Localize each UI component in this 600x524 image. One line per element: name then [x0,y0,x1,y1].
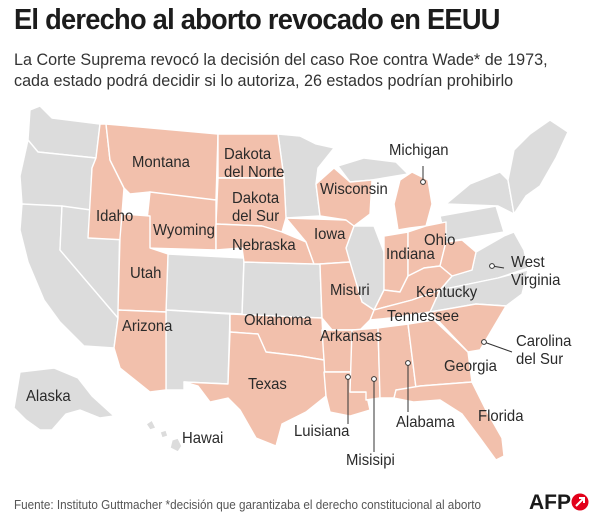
state-colorado [165,253,245,315]
leader-dots [345,179,495,382]
state-florida [393,381,505,461]
state-michigan-up [337,157,409,183]
label-indiana: Indiana [386,246,435,263]
map-subtitle: La Corte Suprema revocó la decisión del … [14,49,548,91]
label-montana: Montana [132,154,190,171]
label-georgia: Georgia [444,358,497,375]
state-alaska [13,367,115,431]
state-southcarolina [429,303,507,353]
label-utah: Utah [130,265,162,282]
label-michigan: Michigan [389,142,449,159]
state-michigan [393,171,433,231]
label-misisipi: Misisipi [346,452,395,469]
label-dakota-del-sur: Dakota del Sur [232,190,279,226]
source-footer: Fuente: Instituto Guttmacher *decisión q… [14,497,481,512]
label-west-virginia: West Virginia [511,254,560,290]
label-kentucky: Kentucky [416,284,478,301]
label-dakota-del-norte-line-2: del Norte [224,164,285,181]
state-missouri [319,261,375,331]
label-carolina-del-sur: Carolina del Sur [516,333,571,369]
state-newengland [507,119,569,215]
label-dakota-del-sur-line-1: Dakota [232,190,280,207]
label-florida: Florida [478,408,524,425]
label-arkansas: Arkansas [320,328,383,345]
state-arizona [113,309,167,393]
label-alabama: Alabama [396,414,455,431]
state-washington [27,105,101,159]
label-misuri: Misuri [330,282,370,299]
label-dakota-del-norte: Dakota del Norte [224,146,284,182]
label-carolina-del-sur-line-1: Carolina [516,333,572,350]
label-luisiana: Luisiana [294,423,350,440]
label-tennessee: Tennessee [387,308,459,325]
label-nebraska: Nebraska [232,237,296,254]
state-newyork [445,171,515,215]
afp-logo: AFP [529,491,589,514]
label-idaho: Idaho [96,208,134,225]
label-wyoming: Wyoming [153,222,215,239]
label-dakota-del-sur-line-2: del Sur [232,208,280,225]
afp-logo-text: AFP [529,491,571,514]
subtitle-line-2: cada estado podrá decidir si lo autoriza… [14,71,514,90]
label-ohio: Ohio [424,232,456,249]
state-wyoming [143,191,217,251]
label-west-virginia-line-2: Virginia [511,272,561,289]
state-texas [183,331,327,447]
label-dakota-del-norte-line-1: Dakota [224,146,272,163]
label-hawai: Hawai [182,430,224,447]
highlighted-states [87,123,507,461]
label-carolina-del-sur-line-2: del Sur [516,351,564,368]
label-wisconsin: Wisconsin [320,181,388,198]
afp-logo-arrow-icon [575,497,585,507]
label-texas: Texas [248,376,287,393]
label-alaska: Alaska [26,388,71,405]
map-title: El derecho al aborto revocado en EEUU [14,4,500,36]
label-arizona: Arizona [122,318,173,335]
state-hawaii [145,419,183,453]
label-west-virginia-line-1: West [511,254,545,271]
label-iowa: Iowa [314,226,346,243]
label-oklahoma: Oklahoma [244,312,312,329]
state-newmexico [165,309,231,391]
state-utah [117,213,169,313]
state-wisconsin [315,167,373,227]
subtitle-line-1: La Corte Suprema revocó la decisión del … [14,50,548,69]
state-kansas [241,261,323,319]
